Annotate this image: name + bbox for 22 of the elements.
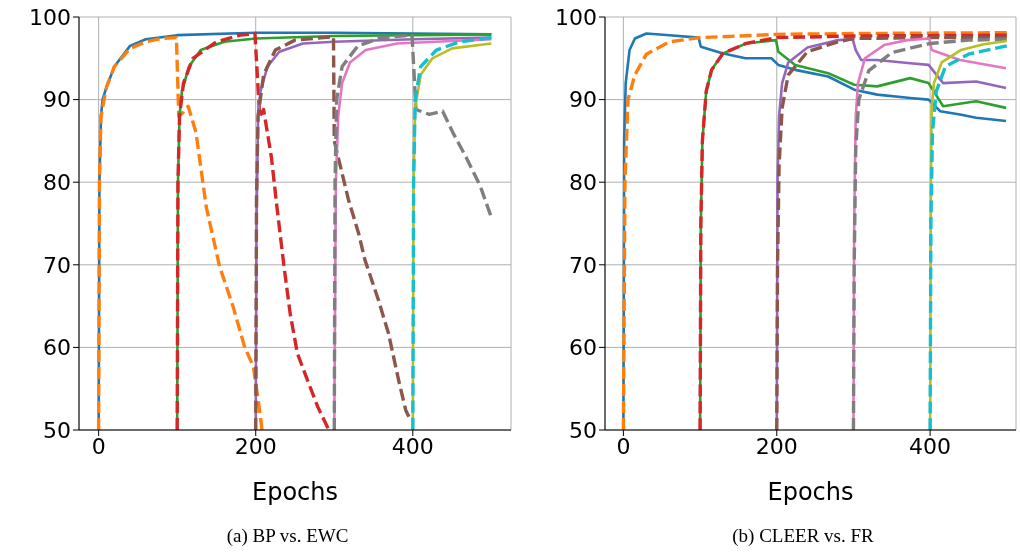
x-tick-label: 200 [234,433,277,459]
text: (a) BP vs. EWC [225,525,350,547]
x-axis-title: Epochs [767,478,854,506]
x-tick-label: 200 [755,433,798,459]
y-tick-label: 100 [555,4,597,30]
y-tick-label: 70 [569,252,597,278]
y-tick-label: 70 [43,252,71,278]
x-tick-label: 0 [91,433,106,459]
x-axis-title: Epochs [252,478,338,506]
y-tick-label: 60 [569,335,597,361]
x-tick-label: 400 [391,433,434,459]
x-tick-label: 400 [909,433,952,459]
y-tick-label: 100 [29,4,71,30]
x-tick-label: 0 [616,433,631,459]
y-tick-label: 50 [43,417,71,443]
text: (b) CLEER vs. FR [731,525,875,547]
y-tick-label: 90 [569,87,597,113]
y-tick-label: 50 [569,417,597,443]
y-tick-label: 80 [569,170,597,196]
y-tick-label: 60 [43,335,71,361]
y-tick-label: 90 [43,87,71,113]
y-tick-label: 80 [43,170,71,196]
